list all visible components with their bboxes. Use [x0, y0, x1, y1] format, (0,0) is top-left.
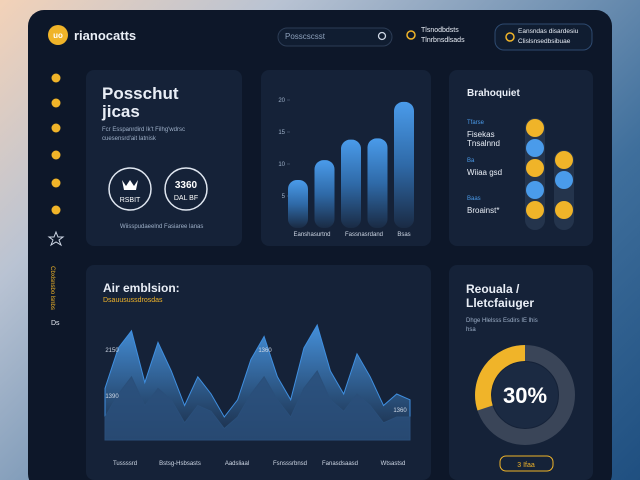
item-tag: Ba [467, 158, 475, 164]
y-tick-label: 20 [278, 98, 285, 104]
card-text: Dhge Hlelsss Esdirs IE lhis [466, 318, 538, 324]
item-name: Wiiaa gsd [467, 168, 503, 177]
sidebar-badge: Ds [51, 320, 60, 327]
card-title: jicas [102, 102, 140, 121]
donut-label: 30% [503, 383, 547, 408]
vertical-text: Cbxlsnsbo lsnbs [48, 266, 55, 310]
donut-value [475, 345, 526, 411]
pill-dot [526, 139, 544, 157]
stat-value: 3360 [175, 180, 198, 191]
item-tag: Baas [467, 196, 481, 202]
x-label: Fsnsssrbnsd [273, 461, 307, 467]
nav-icon [51, 205, 61, 215]
bar [288, 180, 308, 228]
pill-dot [555, 151, 573, 169]
item-name: Tnsalnnd [467, 139, 500, 148]
nav-icon [51, 150, 61, 160]
donut-inner [492, 362, 558, 428]
x-label: Eanshasurtnd [293, 232, 330, 238]
stat-ring [164, 167, 208, 211]
logo-text: uo [53, 31, 63, 40]
y-tick-label: 10 [278, 162, 285, 168]
pill-dot [555, 201, 573, 219]
button-line[interactable]: Eansndas disardesiu [518, 28, 579, 35]
button-line[interactable]: Clislsnsedbsibuae [518, 38, 571, 45]
card-title: Posschut [102, 84, 179, 103]
logo-icon [48, 25, 68, 45]
notice-icon [406, 30, 416, 40]
search-placeholder: Posscscsst [285, 32, 326, 41]
search-icon [377, 31, 387, 41]
stat-ring [108, 167, 152, 211]
card-title: Lletcfaiuger [466, 296, 535, 310]
search-box[interactable] [277, 27, 393, 47]
x-label: Tussssrd [113, 461, 137, 467]
nav-icon [51, 98, 61, 108]
chart-label: 2150 [105, 348, 119, 354]
bar [367, 138, 388, 228]
nav-icon [51, 178, 61, 188]
pill-dot [526, 119, 544, 137]
nav-icon [51, 123, 61, 133]
y-tick-label: 5 [282, 194, 286, 200]
brand: rianocatts [74, 28, 137, 43]
stat-label: DAL BF [174, 195, 198, 202]
notice-line: Tlsnodbdsts [421, 27, 459, 34]
bar [341, 139, 361, 228]
item-name: Fisekas [467, 130, 495, 139]
pill-dot [526, 159, 544, 177]
notice-line: Tlnrbnsdlsads [421, 37, 465, 44]
chart-label: 1360 [258, 348, 272, 354]
x-label: Fassnasrdand [345, 232, 383, 238]
x-label: Bsas [397, 232, 410, 238]
x-label: Wtsastsd [381, 461, 406, 467]
card-text: hsa [466, 327, 476, 333]
card-title: Reouala / [466, 282, 520, 296]
nav-icon [47, 230, 65, 247]
pill-dot [555, 171, 573, 189]
card-title: Brahoquiet [467, 88, 520, 99]
stat-icon [122, 180, 138, 190]
card-title: Air emblsion: [103, 281, 180, 295]
pill-dot [526, 181, 544, 199]
donut-button[interactable] [499, 455, 554, 472]
button-icon [505, 32, 515, 42]
chart-label: 1360 [393, 408, 407, 414]
card-text: cuesensrd'ait latnisk [102, 136, 156, 142]
x-label: Bstsg-Hsbsasts [159, 461, 201, 467]
card-text: Fcr Esspanrdird Ik't Filhg'wdrsc [102, 127, 185, 133]
x-label: Fanasdsaasd [322, 461, 358, 467]
card [86, 70, 242, 246]
item-tag: Tfarse [467, 120, 485, 126]
nav-icon [51, 73, 61, 83]
area-series [104, 370, 411, 441]
header-button[interactable] [494, 23, 593, 51]
item-name: Broainst* [467, 206, 500, 215]
bar [314, 160, 335, 228]
pill-dot [526, 201, 544, 219]
chart-label: 1390 [105, 394, 119, 400]
bar [394, 101, 414, 228]
card-subtitle: Dsauusussdrosdas [103, 297, 163, 304]
card-footer: Wiisspudaeelnd Fasiaree lanas [120, 224, 204, 230]
x-label: Aadsliaal [225, 461, 249, 467]
y-tick-label: 15 [278, 130, 285, 136]
donut-button-text[interactable]: 3 Ifaa [517, 462, 535, 469]
stat-label: RSBIT [120, 197, 141, 204]
